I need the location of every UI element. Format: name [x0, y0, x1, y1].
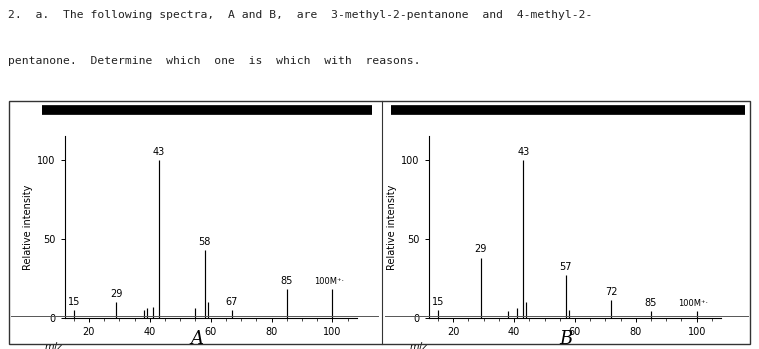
Text: B: B — [559, 330, 572, 348]
Text: 85: 85 — [281, 276, 293, 286]
Text: 85: 85 — [645, 298, 657, 308]
Y-axis label: Relative intensity: Relative intensity — [387, 184, 397, 269]
Text: 29: 29 — [474, 244, 487, 254]
Text: 29: 29 — [110, 289, 122, 299]
Y-axis label: Relative intensity: Relative intensity — [23, 184, 33, 269]
Text: A: A — [191, 330, 204, 348]
Text: 15: 15 — [432, 297, 444, 306]
Text: 15: 15 — [68, 297, 80, 306]
Text: 57: 57 — [559, 262, 572, 272]
Text: $m/z$: $m/z$ — [409, 340, 429, 349]
Text: 58: 58 — [198, 237, 211, 247]
Text: 100M⁺·: 100M⁺· — [314, 277, 345, 286]
Text: 72: 72 — [605, 287, 618, 297]
Text: 2.  a.  The following spectra,  A and B,  are  3-methyl-2-pentanone  and  4-meth: 2. a. The following spectra, A and B, ar… — [8, 10, 592, 21]
Text: 43: 43 — [153, 147, 165, 157]
Text: pentanone.  Determine  which  one  is  which  with  reasons.: pentanone. Determine which one is which … — [8, 56, 420, 66]
Text: 67: 67 — [225, 297, 238, 306]
Text: $m/z$: $m/z$ — [45, 340, 65, 349]
Text: 100M⁺·: 100M⁺· — [679, 299, 709, 308]
Text: 43: 43 — [517, 147, 529, 157]
